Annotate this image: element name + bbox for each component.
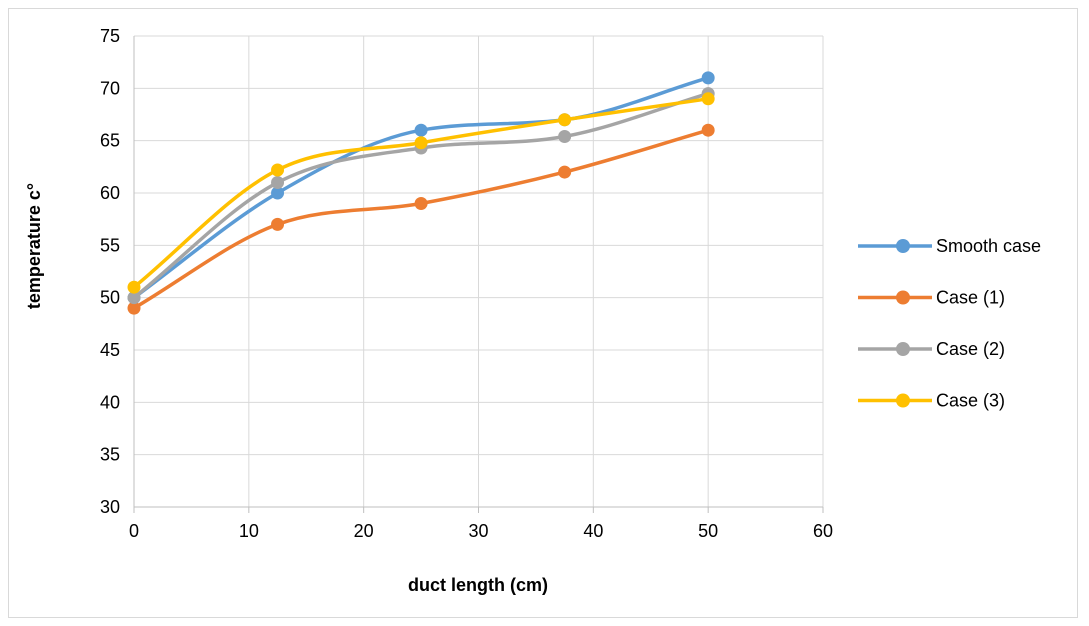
data-point <box>414 196 428 210</box>
data-point <box>701 92 715 106</box>
y-tick-label: 75 <box>100 26 120 46</box>
axes: 30 35 40 45 50 55 60 65 70 75 0 10 20 30 40 50 60 <box>100 26 833 541</box>
y-tick-label: 45 <box>100 340 120 360</box>
data-point <box>701 123 715 137</box>
gridlines <box>134 35 824 508</box>
legend-marker <box>896 342 910 356</box>
data-point <box>558 113 572 127</box>
data-point <box>558 165 572 179</box>
data-point <box>414 123 428 137</box>
y-tick-label: 35 <box>100 445 120 465</box>
data-point <box>414 136 428 150</box>
legend-marker <box>896 290 910 305</box>
y-axis-title: temperature c° <box>24 183 44 309</box>
y-tick-label: 60 <box>100 183 120 203</box>
legend-item: Case (1) <box>858 288 1005 308</box>
series-group <box>127 71 715 315</box>
series-2 <box>127 123 715 315</box>
data-point <box>271 186 285 200</box>
x-tick-label: 30 <box>468 521 488 541</box>
x-axis-title: duct length (cm) <box>408 575 548 595</box>
legend-marker <box>896 393 910 408</box>
legend-label: Case (3) <box>936 391 1005 411</box>
x-tick-label: 40 <box>583 521 603 541</box>
data-point <box>271 176 285 190</box>
x-tick-label: 20 <box>354 521 374 541</box>
series-4 <box>127 92 715 294</box>
x-tick-label: 50 <box>698 521 718 541</box>
x-tick-label: 0 <box>129 521 139 541</box>
y-tick-label: 30 <box>100 497 120 517</box>
data-point <box>558 129 572 143</box>
series-3 <box>127 87 715 305</box>
data-point <box>271 217 285 231</box>
legend-item: Smooth case <box>858 236 1041 256</box>
series-1 <box>127 71 715 305</box>
legend: Smooth case Case (1) Case (2) Case (3) <box>858 236 1041 411</box>
legend-marker <box>896 239 910 253</box>
y-tick-label: 65 <box>100 131 120 151</box>
data-point <box>127 280 141 294</box>
legend-label: Smooth case <box>936 236 1041 256</box>
data-point <box>127 291 141 305</box>
y-tick-label: 55 <box>100 235 120 255</box>
data-point <box>127 301 141 315</box>
chart-frame <box>8 8 1078 618</box>
y-tick-label: 70 <box>100 78 120 98</box>
series-line <box>132 128 710 310</box>
legend-label: Case (1) <box>936 288 1005 308</box>
data-point <box>271 163 285 177</box>
x-tick-label: 60 <box>813 521 833 541</box>
legend-item: Case (3) <box>858 391 1005 411</box>
y-tick-label: 40 <box>100 392 120 412</box>
y-tick-label: 50 <box>100 288 120 308</box>
legend-label: Case (2) <box>936 339 1005 359</box>
x-tick-label: 10 <box>239 521 259 541</box>
legend-item: Case (2) <box>858 339 1005 359</box>
data-point <box>701 71 715 85</box>
